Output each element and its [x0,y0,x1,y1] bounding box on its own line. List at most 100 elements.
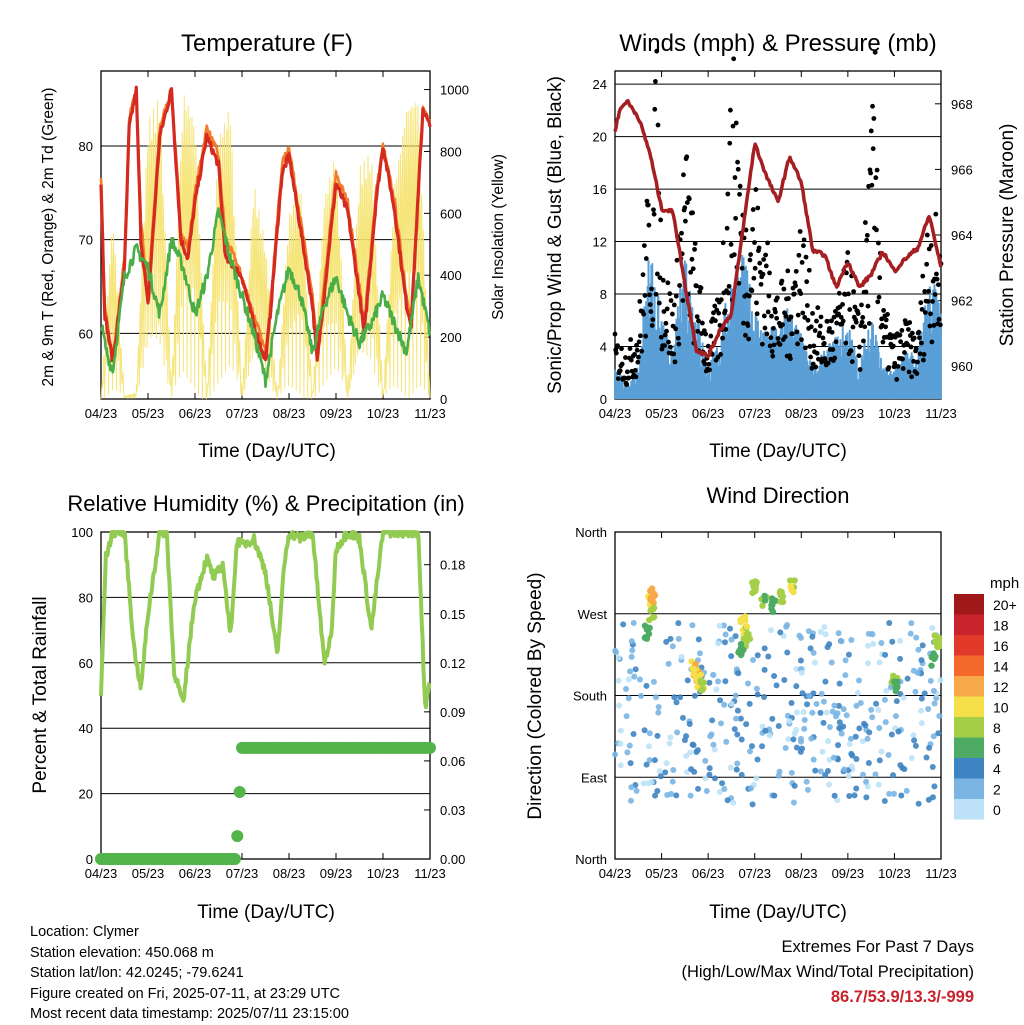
direction-point [908,755,915,762]
winds-gust-point [696,318,701,324]
winds-gust-point [879,316,885,322]
winds-gust-point [644,198,650,204]
direction-xtick-label: 06/23 [692,866,725,881]
winds-xtick-label: 07/23 [738,406,771,421]
humidity-xtick-label: 07/23 [226,866,259,881]
winds-gust-point [733,215,739,221]
direction-point [669,643,676,650]
humidity-precip-point [231,830,244,843]
legend-swatch [954,778,984,799]
direction-point [830,754,837,761]
temperature-series-green [100,207,431,389]
direction-point [864,735,871,742]
direction-point [835,630,842,637]
direction-point [843,712,850,719]
direction-point [848,636,855,643]
winds-gust-point [641,311,647,317]
direction-point [859,738,866,745]
direction-point [654,732,661,739]
humidity-ytick-label: 80 [79,590,93,605]
direction-point [624,749,631,756]
direction-point [759,602,766,609]
direction-ytick-label: East [581,770,607,785]
winds-gust-point [753,187,759,192]
direction-point [750,657,757,664]
winds-gust-point [682,205,688,211]
direction-point [733,766,740,773]
winds-gust-point [767,270,772,276]
winds-gust-point [899,328,905,333]
direction-point [923,754,930,761]
direction-point [919,642,926,649]
direction-xtick-label: 07/23 [738,866,771,881]
direction-point [845,651,852,658]
winds-gust-point [703,331,709,337]
winds-gust-point [660,277,666,283]
direction-point [667,635,674,642]
winds-gust-point [922,310,928,315]
winds-gust-point [808,324,814,330]
humidity-y2tick-label: 0.15 [440,607,465,622]
direction-point [845,772,852,779]
winds-gust-point [735,159,740,165]
humidity-y2tick-label: 0.09 [440,705,465,720]
direction-point [663,638,670,645]
winds-gust-point [711,310,716,316]
winds-gust-point [666,339,671,345]
direction-point [687,792,694,799]
winds-gust-point [663,320,669,326]
winds-gust-point [713,318,718,324]
direction-point [820,698,827,705]
direction-point [734,707,741,714]
direction-point [754,756,761,763]
direction-point [690,670,698,678]
winds-gust-point [829,329,835,335]
winds-gust-point [807,344,813,349]
winds-gust-point [623,355,628,360]
direction-xlabel: Time (Day/UTC) [709,902,847,923]
winds-gust-point [706,361,712,367]
direction-point [903,787,910,794]
winds-gust-point [788,314,794,320]
direction-point [846,740,853,747]
direction-point [617,762,624,769]
legend-swatch [954,696,984,717]
direction-point [798,738,805,745]
direction-point [650,613,658,621]
legend-label: 4 [993,761,1001,777]
direction-point [860,771,867,778]
direction-point [783,623,790,630]
winds-gust-point [649,323,655,328]
direction-point [798,669,805,676]
winds-gust-point [762,325,768,331]
direction-point [643,626,651,633]
direction-xtick-label: 10/23 [878,866,911,881]
humidity-panel: Relative Humidity (%) & Precipitation (i… [30,491,465,923]
winds-gust-point [838,314,844,320]
direction-point [651,757,658,764]
winds-gust-point [853,319,859,325]
winds-gust-point [632,351,637,357]
winds-title: Winds (mph) & Pressure (mb) [619,30,936,57]
direction-point [829,708,836,715]
direction-point [862,722,869,729]
direction-point [711,775,718,782]
winds-gust-point [829,318,834,324]
direction-point [803,778,810,785]
winds-gust-point [783,313,789,319]
winds-gust-point [782,334,788,340]
direction-point [921,690,928,697]
direction-point [842,672,849,679]
winds-gust-point [632,368,638,373]
direction-point [684,677,691,684]
winds-gust-point [728,107,733,113]
temperature-xtick-label: 07/23 [226,406,259,421]
winds-gust-point [925,298,931,304]
direction-point [762,727,769,734]
winds-gust-point [920,273,926,279]
direction-point [648,779,655,786]
winds-gust-point [843,340,849,346]
legend-label: 16 [993,638,1009,654]
direction-point [753,775,760,782]
winds-gust-point [857,367,863,372]
